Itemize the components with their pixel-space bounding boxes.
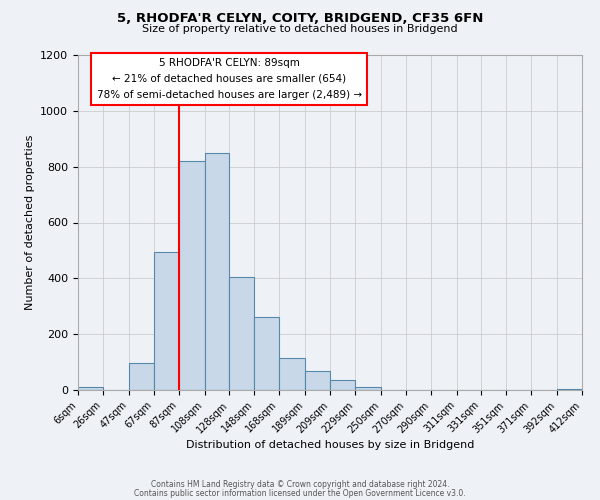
Bar [229, 277, 254, 390]
Bar [330, 380, 355, 390]
Y-axis label: Number of detached properties: Number of detached properties [25, 135, 35, 310]
Bar [305, 371, 330, 390]
Text: Contains public sector information licensed under the Open Government Licence v3: Contains public sector information licen… [134, 488, 466, 498]
Bar [254, 318, 279, 390]
Bar [355, 387, 381, 390]
Bar [179, 161, 205, 390]
Text: Contains HM Land Registry data © Crown copyright and database right 2024.: Contains HM Land Registry data © Crown c… [151, 480, 449, 489]
Bar [129, 364, 154, 390]
X-axis label: Distribution of detached houses by size in Bridgend: Distribution of detached houses by size … [186, 440, 474, 450]
Bar [205, 152, 229, 390]
Text: 5, RHODFA'R CELYN, COITY, BRIDGEND, CF35 6FN: 5, RHODFA'R CELYN, COITY, BRIDGEND, CF35… [117, 12, 483, 26]
Text: Size of property relative to detached houses in Bridgend: Size of property relative to detached ho… [142, 24, 458, 34]
Bar [557, 388, 582, 390]
Text: 5 RHODFA'R CELYN: 89sqm
← 21% of detached houses are smaller (654)
78% of semi-d: 5 RHODFA'R CELYN: 89sqm ← 21% of detache… [97, 58, 362, 100]
Bar [78, 387, 103, 390]
Bar [154, 252, 179, 390]
Bar [279, 358, 305, 390]
